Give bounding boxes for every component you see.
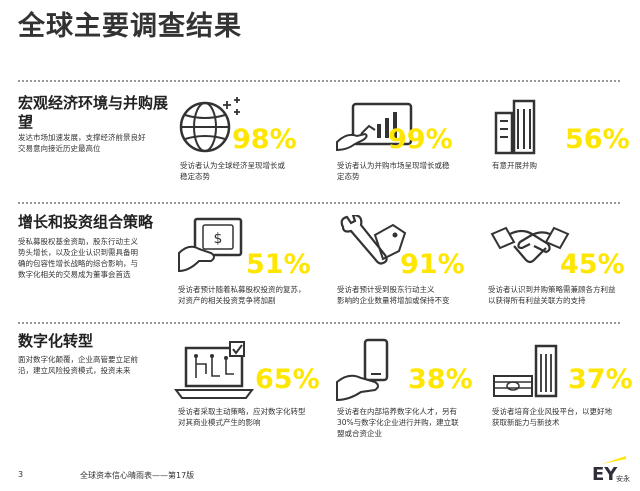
ey-logo-sub: 安永 (616, 475, 630, 483)
stat-pct: 91% (400, 249, 465, 280)
stat-desc: 受访者认为全球经济呈现增长或 稳定态势 (180, 161, 285, 181)
wrench-tag-icon (340, 215, 407, 265)
stat-pct: 45% (560, 249, 625, 280)
stat-pct: 51% (246, 249, 311, 280)
globe-icon (179, 97, 240, 153)
section-desc-growth: 受私募股权基金资助，股东行动主义 势头增长，以及企业认识到需具备明 确的包容性增… (18, 237, 138, 279)
page-title: 全球主要调查结果 (18, 11, 242, 42)
ey-logo-text: EY (592, 464, 618, 485)
stat-pct: 98% (232, 124, 297, 155)
stat-desc: 受访者认识到并购策略需兼顾各方利益 以获得所有利益关联方的支持 (488, 285, 616, 305)
handshake-icon (490, 226, 570, 264)
stat-pct: 37% (568, 364, 633, 395)
stat-pct: 38% (408, 364, 473, 395)
laptop-circuit-icon (174, 341, 254, 399)
section-desc-digital: 面对数字化颠覆，企业高管要立足前 沿，建立风险投资模式，投资未来 (18, 355, 138, 375)
stat-desc: 受访者采取主动策略，应对数字化转型 对其商业模式产生的影响 (178, 407, 306, 427)
ey-logo-beam-icon (602, 456, 626, 464)
ey-logo: EY 安永 (592, 456, 632, 486)
stat-desc: 受访者认为并购市场呈现增长或稳 定态势 (337, 161, 450, 181)
stat-desc: 受访者预计受到股东行动主义 影响的企业数量将增加或保持不变 (337, 285, 450, 305)
stat-desc: 受访者培育企业风投平台，以更好地 获取新能力与新技术 (492, 407, 612, 427)
section-title-growth: 增长和投资组合策略 (18, 213, 154, 231)
publication-title: 全球资本信心晴雨表——第17版 (80, 471, 195, 480)
svg-text:$: $ (214, 231, 223, 247)
stat-pct: 99% (388, 124, 453, 155)
buildings-icon (494, 99, 536, 155)
section-divider (18, 80, 620, 82)
section-desc-macro: 发达市场加速发展，支撑经济前景良好 交易意向接近历史最高位 (18, 133, 146, 153)
stat-desc: 受访者预计随着私募股权投资的复苏， 对资产的相关投资竞争将加剧 (178, 285, 306, 305)
page-number: 3 (18, 470, 24, 479)
cash-building-icon (493, 344, 558, 398)
stat-pct: 65% (255, 364, 320, 395)
phone-hand-icon (336, 338, 389, 402)
stat-desc: 有意开展并购 (492, 161, 537, 170)
stat-pct: 56% (565, 124, 630, 155)
chart-tablet-icon (336, 102, 413, 152)
section-title-macro: 宏观经济环境与并购展 望 (18, 94, 169, 131)
money-hand-icon: $ (178, 217, 243, 273)
stat-desc: 受访者在内部培养数字化人才，另有 30%与数字化企业进行并购，建立联 盟或合资企… (337, 407, 459, 438)
section-title-digital: 数字化转型 (18, 332, 94, 350)
section-divider (18, 202, 620, 204)
section-divider (18, 322, 620, 324)
